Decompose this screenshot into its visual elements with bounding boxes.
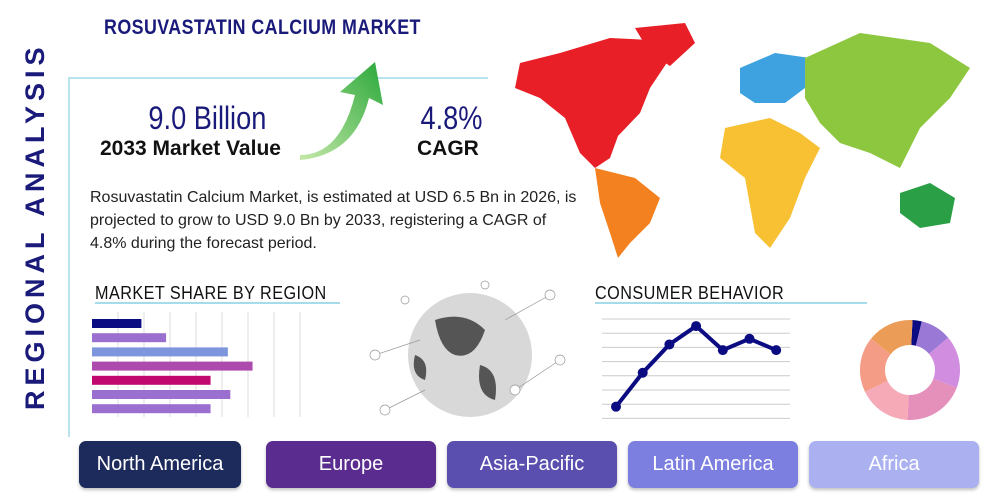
australia [900, 183, 955, 228]
side-label: REGIONAL ANALYSIS [20, 42, 50, 410]
consumer-behavior-line-chart [602, 318, 790, 419]
region-button-latin-america[interactable]: Latin America [628, 441, 798, 488]
data-point [717, 345, 728, 356]
world-map-icon [515, 23, 970, 258]
data-point [637, 367, 648, 378]
cagr-value: 4.8% [420, 100, 483, 136]
donut-slice [911, 320, 922, 346]
donut-slice [860, 338, 891, 392]
bar [92, 319, 142, 328]
consumer-behavior-donut-chart [860, 320, 960, 420]
divider [95, 302, 340, 304]
globe-network-icon [369, 280, 566, 417]
bar [92, 361, 253, 371]
greenland [635, 23, 695, 66]
content-frame [68, 77, 488, 437]
bar [92, 404, 211, 414]
donut-slice [907, 378, 957, 420]
data-point [691, 321, 702, 332]
divider [595, 302, 867, 304]
north-america [515, 38, 670, 168]
region-button-asia-pacific[interactable]: Asia-Pacific [447, 441, 617, 488]
market-value: 9.0 Billion [148, 100, 267, 136]
data-point [771, 345, 782, 356]
region-button-europe[interactable]: Europe [266, 441, 436, 488]
data-point [611, 401, 621, 412]
europe [740, 53, 810, 103]
page-title: ROSUVASTATIN CALCIUM MARKET [104, 16, 421, 39]
market-description: Rosuvastatin Calcium Market, is estimate… [90, 189, 577, 252]
region-button-africa[interactable]: Africa [809, 441, 979, 488]
data-point [664, 339, 675, 350]
consumer-behavior-heading: CONSUMER BEHAVIOR [595, 283, 785, 303]
market-share-bar-chart [92, 312, 301, 417]
cagr-label: CAGR [417, 137, 479, 160]
south-america [595, 168, 660, 258]
bar [92, 347, 228, 357]
data-point [744, 333, 755, 344]
market-value-label: 2033 Market Value [100, 137, 281, 160]
donut-slice [871, 320, 913, 355]
donut-slice [865, 380, 909, 420]
region-button-north-america[interactable]: North America [79, 441, 241, 488]
donut-slice [915, 321, 949, 354]
bar [92, 390, 231, 399]
bar [92, 375, 211, 385]
bar [92, 333, 167, 343]
asia [805, 33, 970, 168]
donut-slice [929, 337, 960, 388]
africa [720, 118, 820, 248]
market-share-heading: MARKET SHARE BY REGION [95, 283, 327, 303]
growth-arrow-icon [300, 62, 383, 160]
